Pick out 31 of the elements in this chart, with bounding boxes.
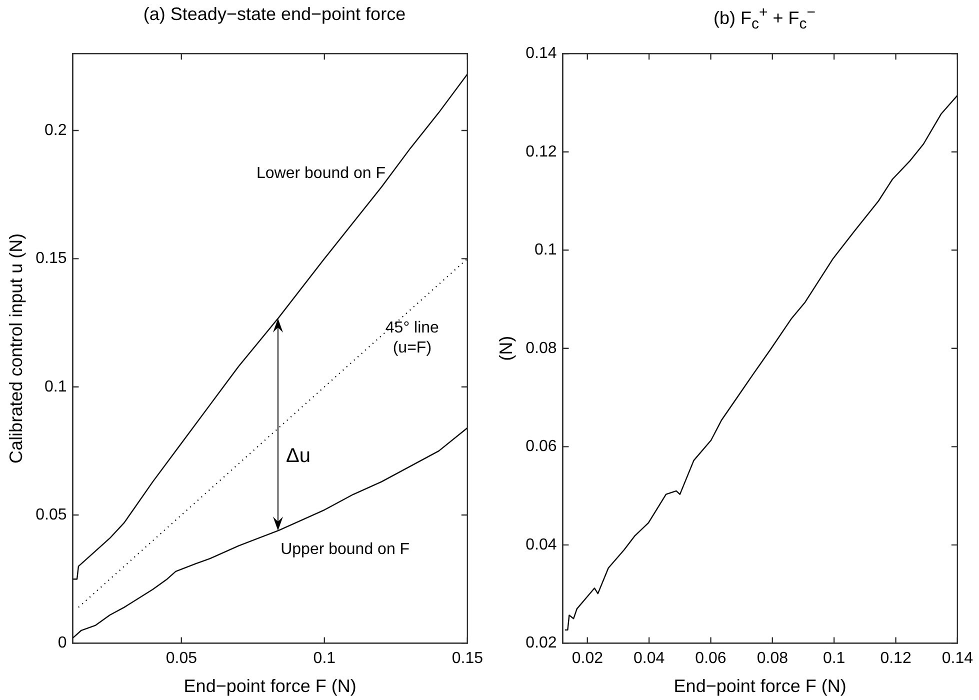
x-axis-title: End−point force F (N) (184, 676, 356, 696)
y-tick-label: 0.2 (44, 122, 67, 139)
y-tick-label: 0.15 (36, 250, 67, 268)
y-tick-label: 0.04 (526, 536, 557, 554)
x-tick-label: 0.1 (822, 650, 846, 668)
x-tick-label: 0.05 (166, 650, 198, 668)
series-label: 45° line (u=F) (385, 320, 440, 357)
y-axis-title: Calibrated control input u (N) (6, 233, 26, 464)
x-tick-label: 0.15 (452, 650, 484, 668)
y-tick-label: 0.1 (44, 378, 67, 396)
x-tick-label: 0.12 (880, 650, 912, 668)
y-tick-label: 0 (58, 634, 67, 652)
y-tick-label: 0.05 (36, 506, 67, 524)
y-tick-label: 0.12 (526, 143, 557, 160)
legend-label: Upper bound on F (280, 540, 410, 558)
y-tick-label: 0.14 (526, 45, 557, 62)
y-tick-label: 0.02 (526, 634, 557, 652)
series-label: Lower bound on F (256, 165, 386, 182)
y-tick-label: 0.1 (534, 242, 557, 259)
y-tick-label: 0.06 (526, 438, 557, 456)
x-tick-label: 0.04 (634, 650, 665, 668)
x-tick-label: 0.1 (313, 650, 336, 668)
chart-title: (a) Steady−state end−point force (142, 4, 407, 25)
annotation: Δu (286, 444, 310, 467)
x-axis-title: End−point force F (N) (674, 676, 846, 696)
x-tick-label: 0.06 (695, 650, 726, 668)
y-tick-label: 0.08 (526, 340, 557, 357)
x-tick-label: 0.02 (572, 650, 604, 668)
y-axis-title: (N) (496, 336, 516, 361)
x-tick-label: 0.08 (756, 650, 788, 668)
x-tick-label: 0.14 (942, 650, 974, 668)
